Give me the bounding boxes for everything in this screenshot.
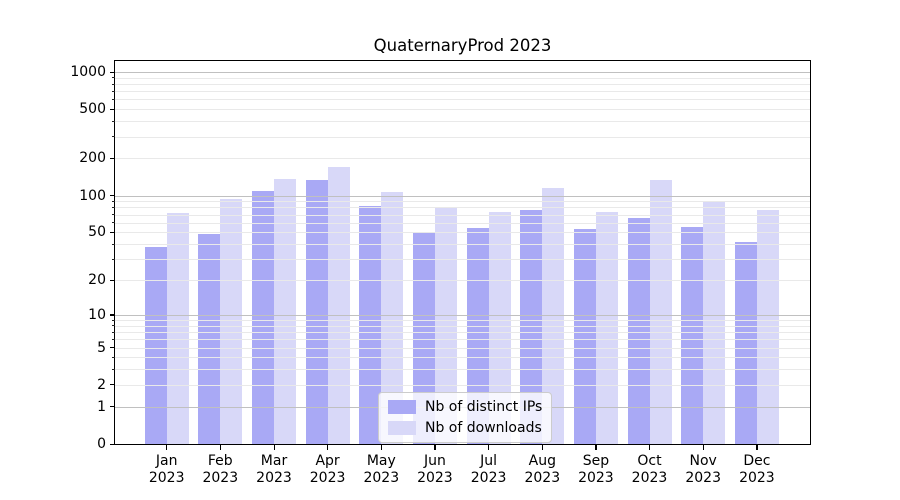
- y-tick-label-50: 50: [88, 224, 106, 241]
- y-minor-tick-900: [112, 77, 115, 79]
- x-tick-label-feb: Feb 2023: [202, 453, 239, 486]
- bar-downloads-jul: [488, 212, 511, 444]
- x-tick-label-nov: Nov 2023: [685, 453, 721, 486]
- legend-item-distinct-ips: Nb of distinct IPs: [388, 399, 542, 415]
- y-minor-tick-9: [112, 319, 115, 321]
- y-tick-label-2: 2: [97, 376, 106, 393]
- x-tick-jun: [434, 445, 436, 450]
- legend-swatch-ips: [388, 400, 416, 414]
- bar-downloads-apr: [327, 166, 350, 444]
- x-tick-label-may: May 2023: [363, 453, 400, 486]
- bar-downloads-sep: [595, 212, 618, 444]
- chart-title: QuaternaryProd 2023: [373, 36, 552, 55]
- y-minor-tick-80: [112, 206, 115, 208]
- y-minor-tick-40: [112, 243, 115, 245]
- y-tick-label-500: 500: [79, 101, 106, 118]
- bars-layer: [115, 61, 810, 444]
- legend-swatch-downloads: [388, 421, 416, 435]
- y-minor-tick-8: [112, 325, 115, 327]
- y-tick-5: [110, 347, 115, 349]
- x-tick-may: [380, 445, 382, 450]
- bar-ips-jul: [466, 228, 489, 444]
- y-tick-10: [110, 314, 115, 316]
- x-tick-mar: [273, 445, 275, 450]
- x-tick-oct: [649, 445, 651, 450]
- y-tick-0: [110, 443, 115, 445]
- y-tick-500: [110, 108, 115, 110]
- x-tick-feb: [219, 445, 221, 450]
- y-tick-label-1: 1: [97, 398, 106, 415]
- y-tick-200: [110, 157, 115, 160]
- x-tick-jul: [488, 445, 490, 450]
- x-tick-label-jul: Jul 2023: [470, 453, 507, 486]
- x-tick-sep: [595, 445, 597, 450]
- x-tick-aug: [541, 445, 543, 450]
- bar-ips-oct: [627, 218, 650, 444]
- bar-downloads-jan: [166, 213, 189, 444]
- x-tick-label-apr: Apr 2023: [309, 453, 346, 486]
- bar-downloads-oct: [649, 179, 672, 444]
- bar-ips-jan: [144, 246, 167, 444]
- x-tick-label-oct: Oct 2023: [631, 453, 668, 486]
- y-minor-tick-7: [112, 331, 115, 333]
- bar-ips-jun: [412, 232, 435, 444]
- x-tick-label-jun: Jun 2023: [417, 453, 453, 486]
- y-tick-1: [110, 406, 115, 408]
- y-tick-label-5: 5: [97, 339, 106, 356]
- x-tick-apr: [327, 445, 329, 450]
- bar-ips-nov: [681, 227, 704, 444]
- y-minor-tick-60: [112, 222, 115, 224]
- x-tick-label-aug: Aug 2023: [524, 453, 561, 486]
- y-minor-tick-300: [112, 136, 115, 138]
- y-tick-label-200: 200: [79, 150, 106, 167]
- y-minor-tick-70: [112, 214, 115, 215]
- y-tick-label-0: 0: [97, 436, 106, 452]
- x-tick-jan: [166, 445, 168, 450]
- bar-ips-may: [359, 206, 382, 444]
- y-minor-tick-90: [112, 200, 115, 202]
- bar-ips-apr: [305, 179, 328, 444]
- bar-ips-mar: [252, 191, 274, 444]
- bar-downloads-dec: [756, 210, 779, 444]
- x-tick-dec: [756, 445, 758, 450]
- y-minor-tick-700: [112, 90, 115, 92]
- y-minor-tick-800: [112, 83, 115, 85]
- x-tick-label-mar: Mar 2023: [256, 453, 292, 486]
- y-tick-label-10: 10: [88, 306, 106, 323]
- y-minor-tick-3: [112, 368, 115, 370]
- y-tick-label-1000: 1000: [70, 64, 106, 80]
- x-tick-label-jan: Jan 2023: [148, 453, 185, 486]
- y-minor-tick-30: [112, 258, 115, 260]
- plot-area: [114, 60, 811, 445]
- x-tick-label-dec: Dec 2023: [739, 453, 775, 486]
- bar-downloads-may: [381, 192, 404, 444]
- bar-ips-feb: [198, 234, 221, 444]
- legend-label-downloads: Nb of downloads: [425, 420, 542, 436]
- y-tick-2: [110, 384, 115, 386]
- bar-downloads-mar: [274, 178, 296, 444]
- x-tick-nov: [702, 445, 704, 450]
- x-tick-label-sep: Sep 2023: [578, 453, 614, 486]
- y-minor-tick-600: [112, 98, 115, 100]
- legend-label-ips: Nb of distinct IPs: [425, 399, 543, 415]
- y-minor-tick-4: [112, 356, 115, 358]
- bar-ips-sep: [573, 229, 596, 444]
- y-tick-100: [110, 195, 115, 197]
- y-tick-label-100: 100: [79, 187, 106, 204]
- bar-ips-dec: [734, 241, 757, 444]
- y-tick-50: [110, 231, 115, 233]
- y-tick-1000: [110, 71, 115, 73]
- bar-downloads-jun: [434, 206, 457, 444]
- bar-downloads-nov: [703, 202, 726, 444]
- y-tick-label-20: 20: [88, 272, 106, 289]
- y-minor-tick-6: [112, 338, 115, 340]
- bar-downloads-feb: [220, 199, 243, 444]
- legend: Nb of distinct IPs Nb of downloads: [378, 392, 553, 443]
- y-minor-tick-400: [112, 120, 115, 122]
- y-tick-20: [110, 279, 115, 281]
- legend-item-downloads: Nb of downloads: [388, 420, 542, 436]
